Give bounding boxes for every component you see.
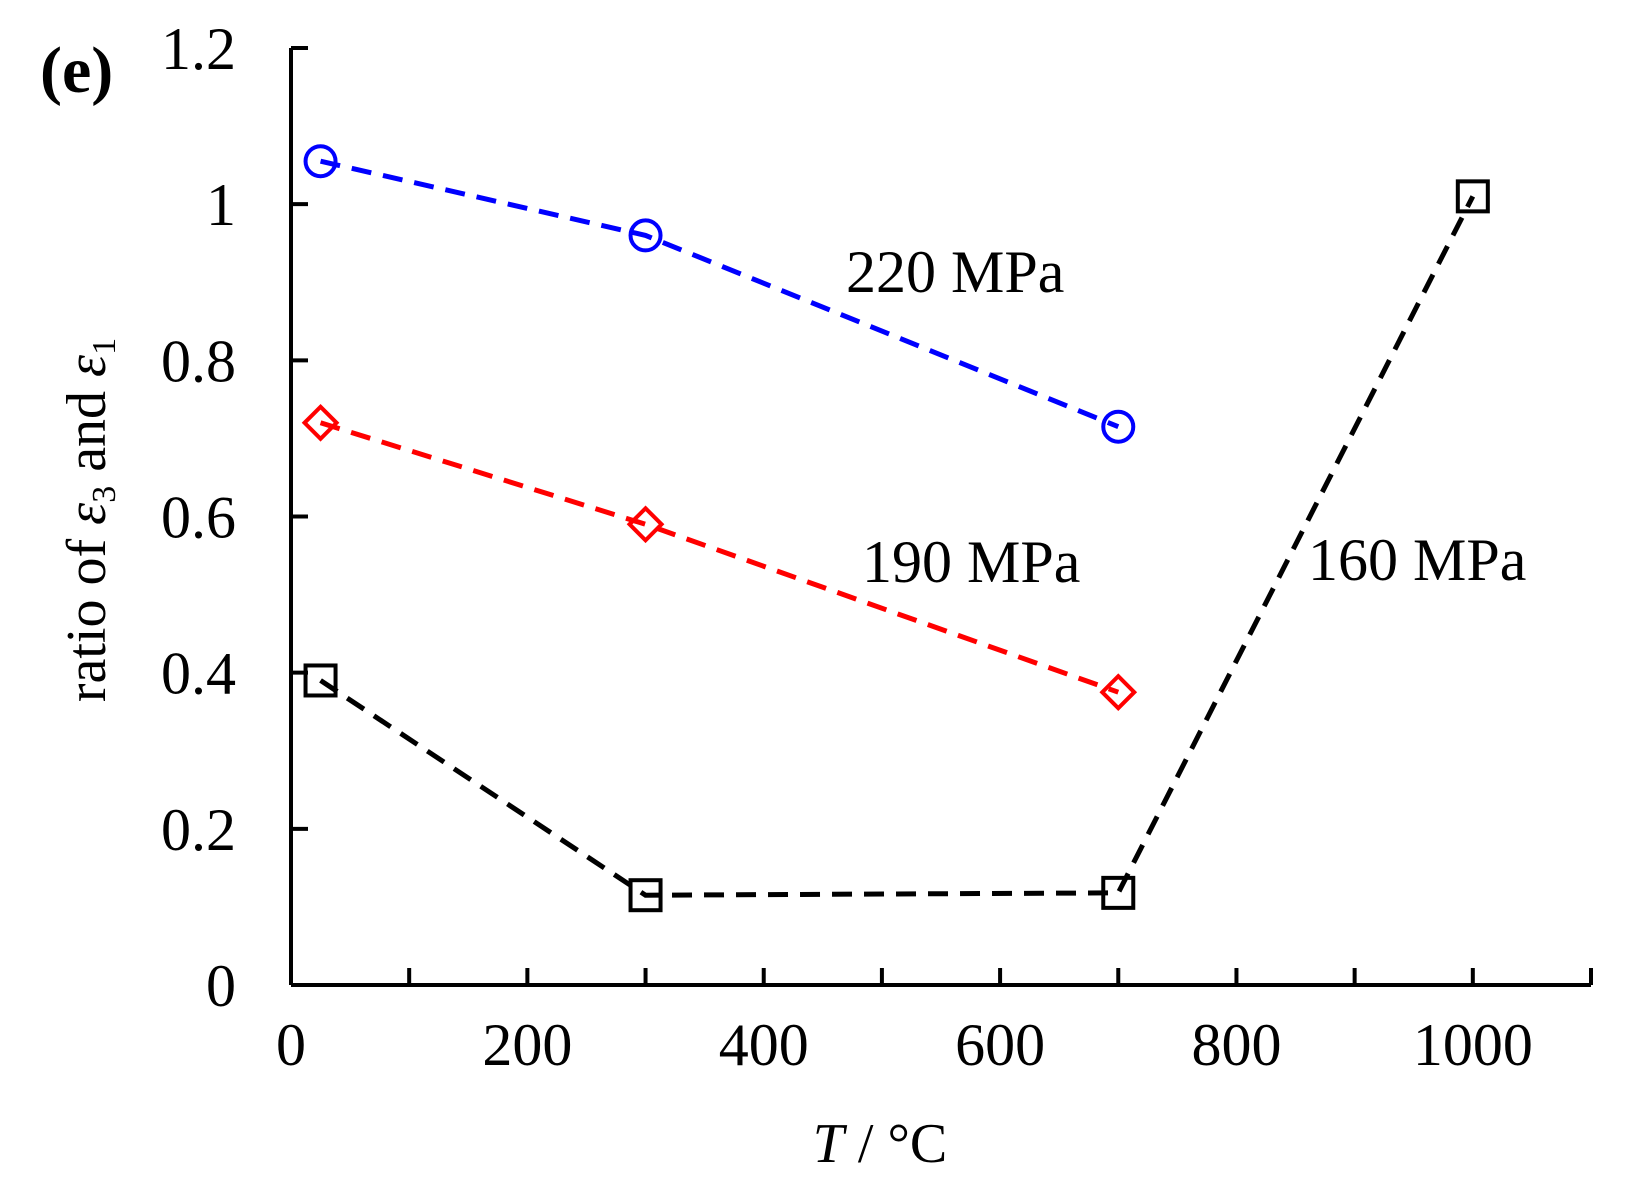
y-axis-prefix: ratio of xyxy=(56,525,118,702)
series-lines xyxy=(319,158,1476,898)
data-point-diamond xyxy=(626,505,665,544)
x-tick-label: 0 xyxy=(276,1012,306,1078)
y-axis-subscript-b: 1 xyxy=(86,338,123,355)
x-tick-label: 800 xyxy=(1191,1012,1281,1078)
data-point-square xyxy=(628,878,663,913)
series-label-190: 190 MPa xyxy=(862,529,1080,595)
series-label-160: 160 MPa xyxy=(1308,527,1526,593)
data-point-diamond xyxy=(301,403,340,442)
x-axis-unit: / °C xyxy=(844,1113,947,1175)
data-point-square xyxy=(1455,179,1490,214)
data-point-circle xyxy=(628,218,663,253)
y-tick-label: 0.4 xyxy=(161,641,236,707)
series-line-2 xyxy=(319,195,1476,898)
data-point-square xyxy=(1101,875,1136,910)
series-line-1 xyxy=(319,420,1120,695)
y-axis-mid: and xyxy=(56,377,118,486)
y-tick-label: 0.8 xyxy=(161,328,236,394)
series-label-220: 220 MPa xyxy=(846,239,1064,305)
axes: 0 0.2 0.4 0.6 0.8 1 1.2 0 200 400 600 800 1000 xyxy=(161,16,1593,1078)
y-tick-label: 1 xyxy=(206,172,236,238)
y-tick-label: 0.6 xyxy=(161,485,236,551)
data-point-square xyxy=(303,663,338,698)
x-tick-label: 600 xyxy=(955,1012,1045,1078)
y-axis-epsilon-b: ε xyxy=(56,354,118,377)
y-tick-label: 1.2 xyxy=(161,16,236,82)
panel-label: (e) xyxy=(40,34,113,107)
y-axis-epsilon-a: ε xyxy=(56,502,118,525)
data-point-circle xyxy=(1101,409,1136,444)
x-tick-label: 400 xyxy=(719,1012,809,1078)
y-tick-label: 0.2 xyxy=(161,797,236,863)
data-point-circle xyxy=(303,144,338,179)
x-axis-symbol: T xyxy=(813,1113,848,1175)
series-markers xyxy=(301,144,1490,913)
x-axis-title: T / °C xyxy=(813,1113,947,1175)
series-line-0 xyxy=(319,158,1120,430)
x-tick-label: 200 xyxy=(482,1012,572,1078)
y-tick-label: 0 xyxy=(206,953,236,1019)
y-axis-title: ratio of ε3 and ε1 xyxy=(56,338,123,702)
x-tick-label: 1000 xyxy=(1413,1012,1533,1078)
data-point-diamond xyxy=(1099,673,1138,712)
y-axis-subscript-a: 3 xyxy=(86,486,123,503)
